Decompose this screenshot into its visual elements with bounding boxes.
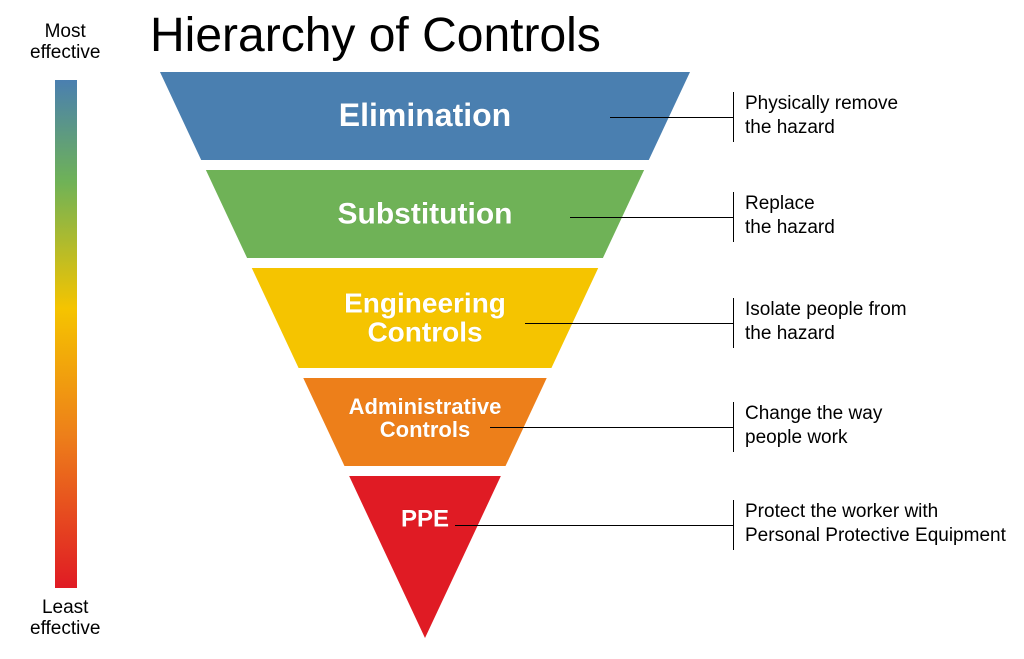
- diagram-canvas: { "title": { "text": "Hierarchy of Contr…: [0, 0, 1024, 659]
- pyramid-tier-label-3: Administrative Controls: [349, 395, 502, 441]
- callout-vline-4: [733, 500, 734, 550]
- callout-text-2: Isolate people from the hazard: [745, 298, 907, 346]
- callout-vline-3: [733, 402, 734, 452]
- pyramid-tier-label-1: Substitution: [338, 198, 513, 230]
- pyramid-tier-label-4: PPE: [401, 506, 449, 531]
- callout-vline-0: [733, 92, 734, 142]
- pyramid-tier-label-2: Engineering Controls: [344, 289, 506, 348]
- callout-text-4: Protect the worker with Personal Protect…: [745, 500, 1006, 548]
- callout-hline-3: [490, 427, 733, 428]
- callout-hline-1: [570, 217, 733, 218]
- callout-vline-1: [733, 192, 734, 242]
- pyramid-tier-4: [349, 476, 501, 638]
- callout-text-1: Replace the hazard: [745, 192, 835, 240]
- callout-vline-2: [733, 298, 734, 348]
- callout-hline-0: [610, 117, 733, 118]
- callout-hline-2: [525, 323, 733, 324]
- callout-text-0: Physically remove the hazard: [745, 92, 898, 140]
- callout-text-3: Change the way people work: [745, 402, 882, 450]
- pyramid-tier-label-0: Elimination: [339, 99, 511, 133]
- callout-hline-4: [455, 525, 733, 526]
